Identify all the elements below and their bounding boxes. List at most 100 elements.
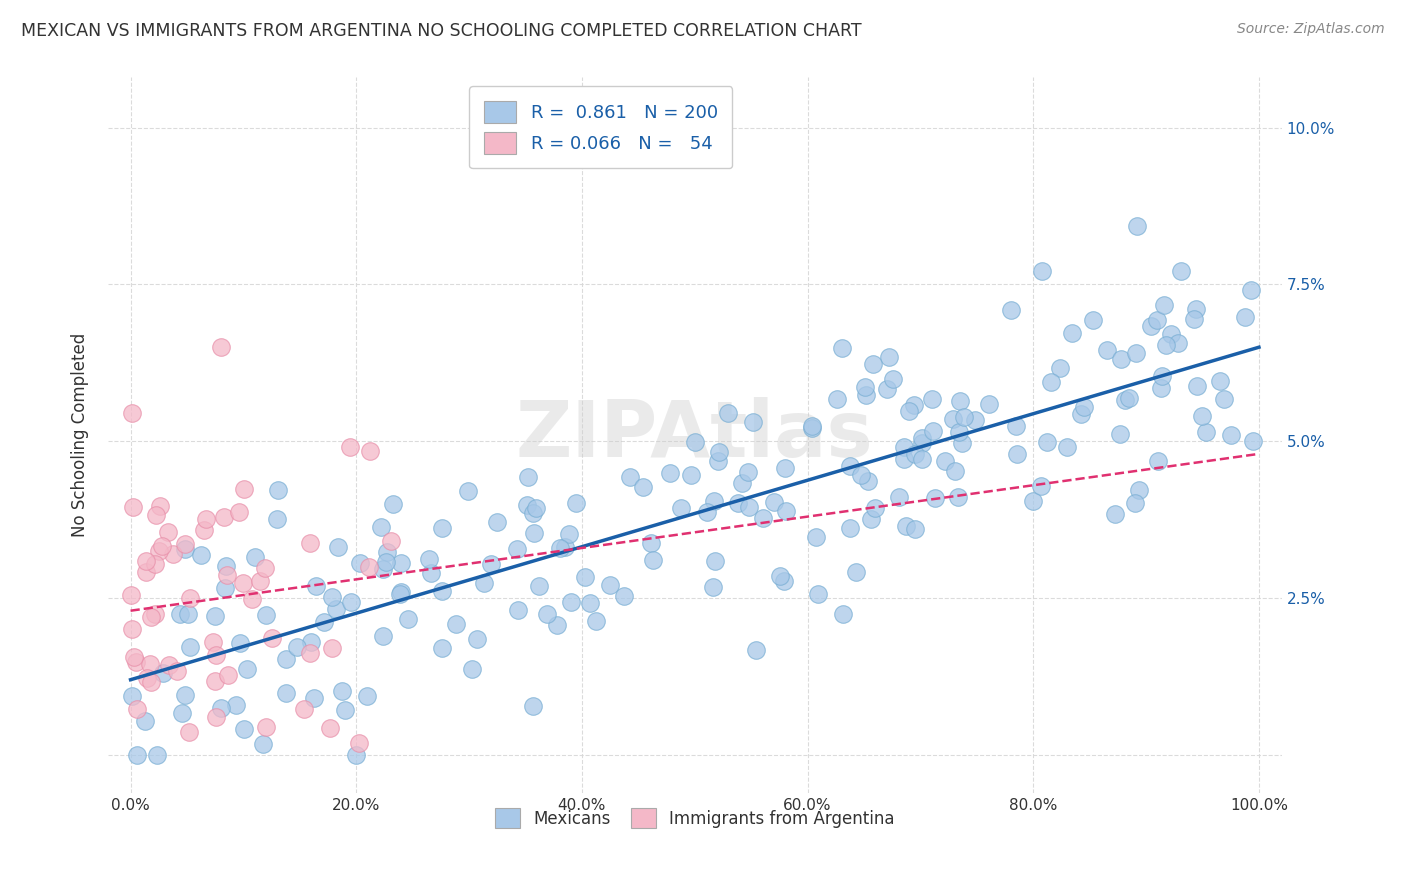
Point [1004, 419, 1026, 434]
Point [430, 521, 453, 535]
Point [1153, 297, 1175, 311]
Point [325, 602, 347, 616]
Point [201, 635, 224, 649]
Point [321, 591, 343, 605]
Point [831, 341, 853, 355]
Point [328, 540, 350, 554]
Point [683, 435, 706, 450]
Point [640, 536, 662, 550]
Point [838, 459, 860, 474]
Point [1233, 310, 1256, 324]
Point [254, 560, 277, 574]
Point [853, 380, 876, 394]
Point [380, 534, 402, 549]
Point [893, 451, 915, 466]
Point [134, 714, 156, 728]
Point [204, 673, 226, 688]
Point [235, 662, 257, 676]
Point [1209, 374, 1232, 388]
Point [924, 491, 946, 506]
Point [659, 466, 682, 480]
Point [953, 409, 976, 424]
Point [346, 747, 368, 762]
Point [950, 435, 973, 450]
Point [522, 506, 544, 520]
Point [267, 483, 290, 497]
Point [1114, 393, 1136, 408]
Point [703, 554, 725, 568]
Point [373, 629, 395, 643]
Point [215, 567, 238, 582]
Point [745, 642, 768, 657]
Point [1126, 219, 1149, 234]
Point [911, 431, 934, 445]
Point [302, 690, 325, 705]
Point [738, 500, 761, 514]
Point [849, 467, 872, 482]
Point [157, 657, 180, 672]
Point [1104, 507, 1126, 521]
Point [1187, 379, 1209, 393]
Point [179, 640, 201, 655]
Point [125, 702, 148, 716]
Point [1191, 409, 1213, 424]
Point [229, 636, 252, 650]
Point [340, 595, 363, 609]
Point [292, 702, 315, 716]
Point [681, 468, 703, 483]
Point [149, 499, 172, 513]
Point [752, 511, 775, 525]
Point [214, 582, 236, 596]
Point [389, 556, 412, 570]
Point [893, 440, 915, 454]
Point [249, 574, 271, 589]
Point [804, 530, 827, 544]
Point [122, 500, 145, 515]
Point [855, 388, 877, 402]
Point [349, 556, 371, 570]
Text: Source: ZipAtlas.com: Source: ZipAtlas.com [1237, 22, 1385, 37]
Point [121, 622, 143, 636]
Point [619, 470, 641, 484]
Point [152, 665, 174, 680]
Point [948, 425, 970, 439]
Point [1109, 351, 1132, 366]
Point [560, 595, 582, 609]
Point [285, 640, 308, 654]
Point [209, 701, 232, 715]
Point [526, 501, 548, 516]
Legend: Mexicans, Immigrants from Argentina: Mexicans, Immigrants from Argentina [488, 802, 901, 834]
Point [145, 508, 167, 522]
Point [156, 525, 179, 540]
Point [863, 501, 886, 516]
Point [143, 607, 166, 622]
Point [516, 498, 538, 512]
Point [1150, 381, 1173, 395]
Point [565, 496, 588, 510]
Point [879, 351, 901, 365]
Point [347, 736, 370, 750]
Point [717, 406, 740, 420]
Point [209, 340, 232, 354]
Point [1182, 312, 1205, 326]
Point [485, 515, 508, 529]
Point [298, 536, 321, 550]
Point [839, 521, 862, 535]
Point [419, 566, 441, 580]
Point [228, 505, 250, 519]
Point [177, 724, 200, 739]
Point [1022, 493, 1045, 508]
Point [696, 504, 718, 518]
Point [125, 656, 148, 670]
Point [143, 558, 166, 572]
Point [1146, 313, 1168, 327]
Point [1039, 376, 1062, 390]
Point [1073, 401, 1095, 415]
Point [763, 495, 786, 509]
Point [613, 589, 636, 603]
Point [1128, 483, 1150, 497]
Point [1185, 302, 1208, 317]
Point [523, 526, 546, 541]
Point [707, 454, 730, 468]
Point [669, 501, 692, 516]
